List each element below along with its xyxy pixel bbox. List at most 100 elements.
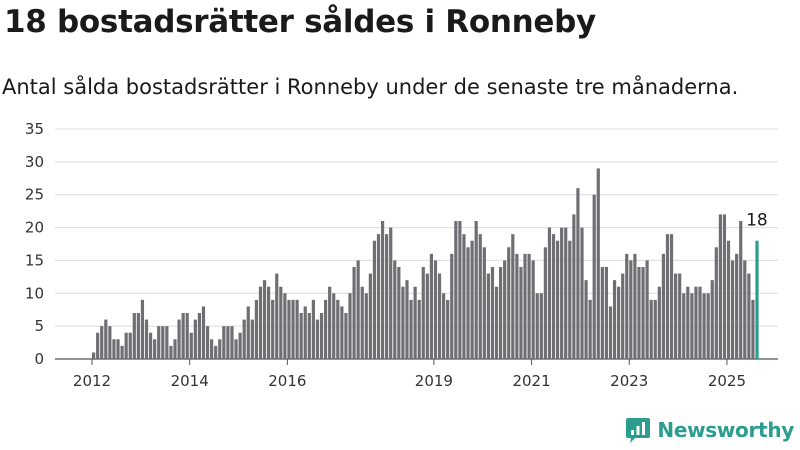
data-label: 18	[746, 211, 768, 231]
x-tick-label: 2012	[73, 372, 111, 390]
bar	[507, 247, 511, 359]
bar	[250, 319, 254, 359]
bar	[657, 286, 661, 359]
bar	[617, 286, 621, 359]
bar	[128, 332, 132, 359]
bar	[124, 332, 128, 359]
bar	[120, 345, 124, 359]
bar	[515, 253, 519, 359]
bar	[702, 293, 706, 359]
bar	[112, 339, 116, 359]
bar	[389, 227, 393, 359]
bar	[409, 299, 413, 359]
bar	[279, 286, 283, 359]
bar	[735, 253, 739, 359]
x-tick-label: 2016	[268, 372, 306, 390]
bar	[100, 326, 104, 359]
bar	[588, 299, 592, 359]
y-tick-label: 25	[25, 186, 44, 204]
bar	[287, 299, 291, 359]
bar	[242, 319, 246, 359]
bar	[686, 286, 690, 359]
bar	[246, 306, 250, 359]
bar	[665, 234, 670, 359]
y-tick-label: 5	[34, 317, 44, 335]
bar	[714, 247, 718, 359]
y-tick-label: 0	[34, 350, 44, 368]
bar	[104, 319, 108, 359]
bar	[157, 326, 161, 359]
bar	[706, 293, 710, 359]
chart-title: 18 bostadsrätter såldes i Ronneby	[4, 4, 596, 40]
bar	[210, 339, 214, 359]
bar	[722, 214, 727, 359]
bar	[560, 227, 564, 359]
bar	[214, 345, 218, 359]
bar	[165, 326, 169, 359]
bar	[641, 267, 645, 359]
bar	[678, 273, 682, 359]
bar	[486, 273, 490, 359]
bar	[568, 240, 572, 359]
bar	[201, 306, 206, 359]
bar	[96, 332, 100, 359]
bar	[637, 267, 641, 359]
bar	[307, 313, 311, 359]
bar	[295, 299, 299, 359]
bar	[177, 319, 181, 359]
bar	[437, 273, 442, 359]
bar	[555, 240, 560, 359]
bar	[600, 267, 604, 359]
bar	[368, 273, 372, 359]
x-tick-label: 2023	[610, 372, 648, 390]
bar	[621, 273, 625, 359]
bar	[385, 234, 389, 359]
bar	[625, 253, 629, 359]
bar	[551, 234, 556, 359]
bar	[433, 260, 438, 359]
bar	[380, 221, 385, 359]
bar	[531, 260, 535, 359]
bar	[608, 306, 613, 359]
brand-logo[interactable]: Newsworthy	[625, 416, 794, 444]
bar	[372, 240, 377, 359]
bar	[674, 273, 678, 359]
bar	[429, 253, 434, 359]
bar	[478, 234, 482, 359]
x-tick-label: 2014	[171, 372, 209, 390]
bar	[197, 313, 202, 359]
bar	[92, 352, 96, 359]
x-tick-label: 2021	[512, 372, 550, 390]
bar	[547, 227, 552, 359]
y-tick-label: 35	[25, 120, 44, 138]
bar	[535, 293, 539, 359]
bar	[234, 339, 238, 359]
bar	[267, 286, 271, 359]
bar	[596, 168, 600, 359]
bar	[446, 299, 450, 359]
bar	[238, 332, 242, 359]
bar	[523, 253, 527, 359]
bar	[580, 227, 584, 359]
bar	[226, 326, 230, 359]
bar	[258, 286, 263, 359]
bar	[299, 313, 303, 359]
bar	[348, 293, 352, 359]
bar	[474, 221, 478, 359]
bar	[303, 306, 307, 359]
x-tick-label: 2019	[415, 372, 453, 390]
bar	[328, 286, 332, 359]
bar	[698, 286, 702, 359]
bar	[283, 293, 287, 359]
bar	[519, 267, 523, 359]
bar	[482, 247, 486, 359]
brand-name: Newsworthy	[657, 418, 794, 442]
bar	[291, 299, 295, 359]
bar	[189, 332, 193, 359]
bar	[140, 299, 145, 359]
bar	[421, 267, 425, 359]
bar	[653, 299, 657, 359]
bar	[592, 194, 596, 359]
bar	[311, 299, 315, 359]
bar	[144, 319, 149, 359]
